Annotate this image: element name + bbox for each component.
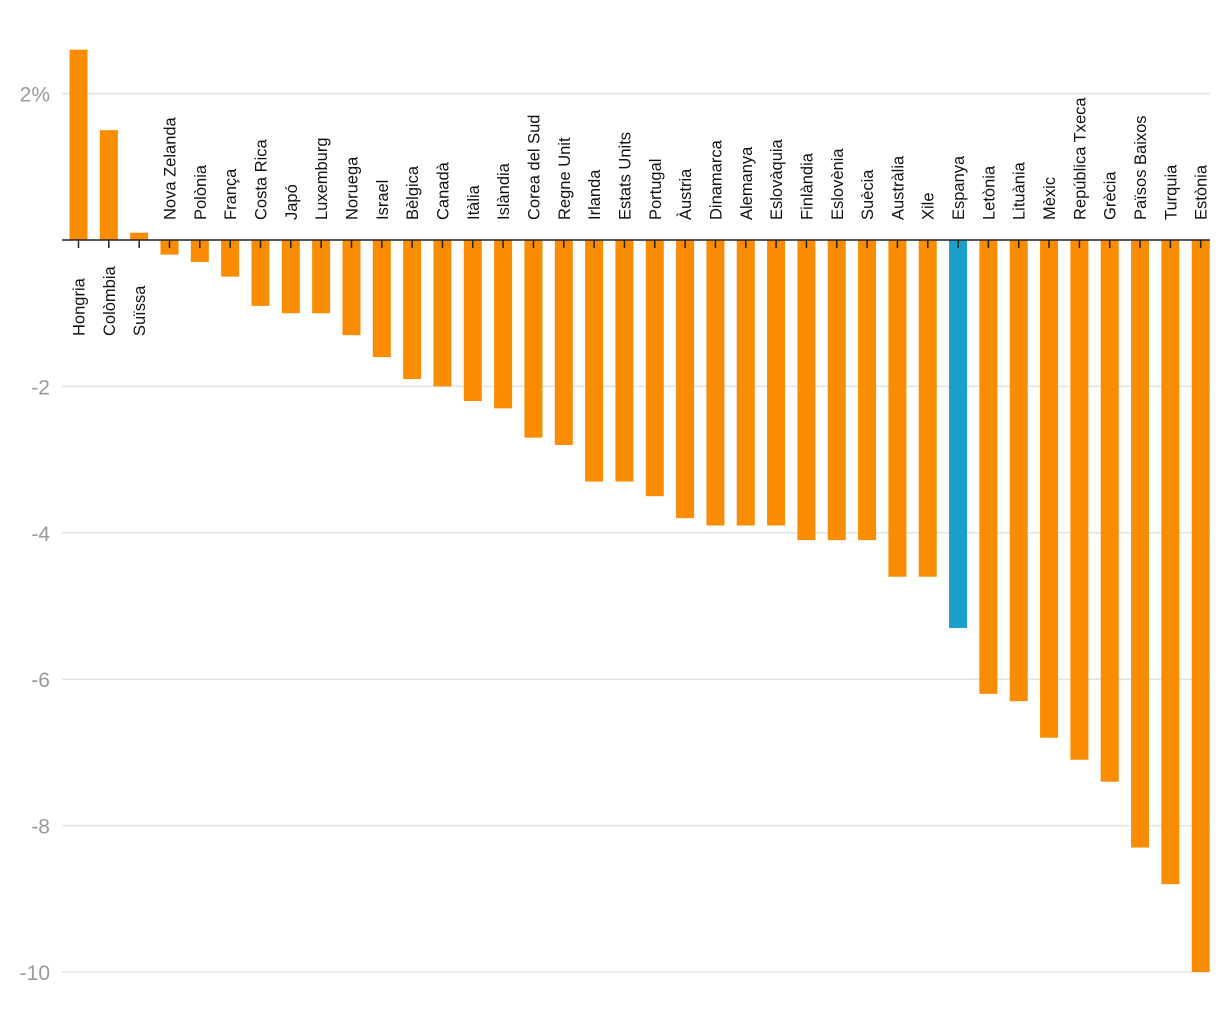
category-label: Japó bbox=[283, 184, 301, 220]
bar-polònia bbox=[190, 240, 209, 262]
bar-israel bbox=[372, 240, 391, 358]
category-label: República Txeca bbox=[1071, 97, 1089, 220]
bar-suècia bbox=[858, 240, 877, 541]
y-tick-label: 2% bbox=[20, 84, 50, 107]
category-label: Polònia bbox=[192, 164, 210, 220]
y-tick-label: -2 bbox=[31, 376, 50, 399]
bar-irlanda bbox=[585, 240, 604, 482]
bar-costa-rica bbox=[251, 240, 270, 306]
category-label: Regne Unit bbox=[556, 137, 574, 220]
category-label: Itàlia bbox=[465, 184, 483, 220]
bar-espanya bbox=[949, 240, 968, 628]
category-label: Suïssa bbox=[131, 285, 149, 336]
category-label: Grècia bbox=[1102, 171, 1120, 220]
category-label: Suècia bbox=[859, 169, 877, 220]
bar-grècia bbox=[1100, 240, 1119, 782]
bar-islàndia bbox=[494, 240, 513, 409]
category-label: Costa Rica bbox=[252, 138, 270, 220]
category-label: Hongria bbox=[71, 277, 89, 336]
bar-luxemburg bbox=[312, 240, 331, 314]
bar-austràlia bbox=[888, 240, 907, 577]
bar-hongria bbox=[69, 49, 88, 241]
y-axis: 2% -2 -4 -6 -8 -10 bbox=[20, 84, 51, 985]
bar-portugal bbox=[645, 240, 664, 497]
bar-eslovàquia bbox=[767, 240, 786, 526]
category-label: Irlanda bbox=[586, 169, 604, 220]
bar-suïssa bbox=[130, 232, 149, 240]
bar-noruega bbox=[342, 240, 361, 336]
bar-bèlgica bbox=[403, 240, 422, 380]
category-label: Eslovàquia bbox=[768, 138, 786, 220]
bar-frança bbox=[221, 240, 240, 277]
category-label: Xile bbox=[920, 192, 938, 220]
bar-canadà bbox=[433, 240, 452, 387]
bar-república-txeca bbox=[1070, 240, 1089, 760]
category-label: Eslovènia bbox=[829, 148, 847, 220]
bar-japó bbox=[281, 240, 300, 314]
category-label: Luxemburg bbox=[313, 137, 331, 220]
bar-regne-unit bbox=[554, 240, 573, 445]
category-label: Dinamarca bbox=[707, 139, 725, 220]
category-label: Bèlgica bbox=[404, 165, 422, 220]
bar-finlàndia bbox=[797, 240, 816, 541]
bar-turquia bbox=[1161, 240, 1180, 885]
category-label: Letònia bbox=[980, 165, 998, 220]
bar-estats-units bbox=[615, 240, 634, 482]
category-label: Canadà bbox=[434, 161, 452, 220]
category-label: Turquia bbox=[1162, 164, 1180, 220]
category-label: Israel bbox=[374, 180, 392, 220]
bar-colòmbia bbox=[99, 130, 118, 240]
gridlines bbox=[62, 92, 1210, 973]
category-label: Austràlia bbox=[889, 155, 907, 220]
y-tick-label: -10 bbox=[20, 962, 50, 985]
bar-lituània bbox=[1009, 240, 1028, 702]
category-label: Colòmbia bbox=[101, 265, 119, 336]
category-label: Lituània bbox=[1011, 161, 1029, 220]
category-label: França bbox=[222, 168, 240, 220]
category-label: Àustria bbox=[676, 168, 695, 220]
bar-països-baixos bbox=[1131, 240, 1150, 848]
category-label: Mèxic bbox=[1041, 177, 1059, 220]
bar-itàlia bbox=[463, 240, 482, 402]
bar-alemanya bbox=[736, 240, 755, 526]
y-tick-label: -4 bbox=[31, 523, 50, 546]
category-label: Islàndia bbox=[495, 162, 513, 220]
bar-eslovènia bbox=[827, 240, 846, 541]
bar-dinamarca bbox=[706, 240, 725, 526]
bar-mèxic bbox=[1040, 240, 1059, 738]
category-labels: Hongria Colòmbia Suïssa Nova Zelanda Polònia… bbox=[71, 97, 1211, 336]
category-label: Finlàndia bbox=[798, 152, 816, 220]
category-label: Nova Zelanda bbox=[161, 116, 179, 220]
bars bbox=[69, 49, 1210, 972]
y-tick-label: -6 bbox=[31, 669, 50, 692]
bar-corea-del-sud bbox=[524, 240, 543, 438]
category-label: Alemanya bbox=[738, 146, 756, 220]
category-label: Estònia bbox=[1193, 164, 1211, 220]
x-axis bbox=[62, 239, 1210, 248]
bar-estònia bbox=[1191, 240, 1210, 972]
bar-letònia bbox=[979, 240, 998, 694]
category-label: Països Baixos bbox=[1132, 115, 1150, 220]
category-label: Estats Units bbox=[616, 132, 634, 220]
category-label: Espanya bbox=[950, 155, 968, 220]
bar-xile bbox=[918, 240, 937, 577]
category-label: Portugal bbox=[647, 159, 665, 220]
category-label: Corea del Sud bbox=[525, 115, 543, 221]
bar-àustria bbox=[676, 240, 695, 519]
category-label: Noruega bbox=[343, 156, 361, 220]
y-tick-label: -8 bbox=[31, 816, 50, 839]
